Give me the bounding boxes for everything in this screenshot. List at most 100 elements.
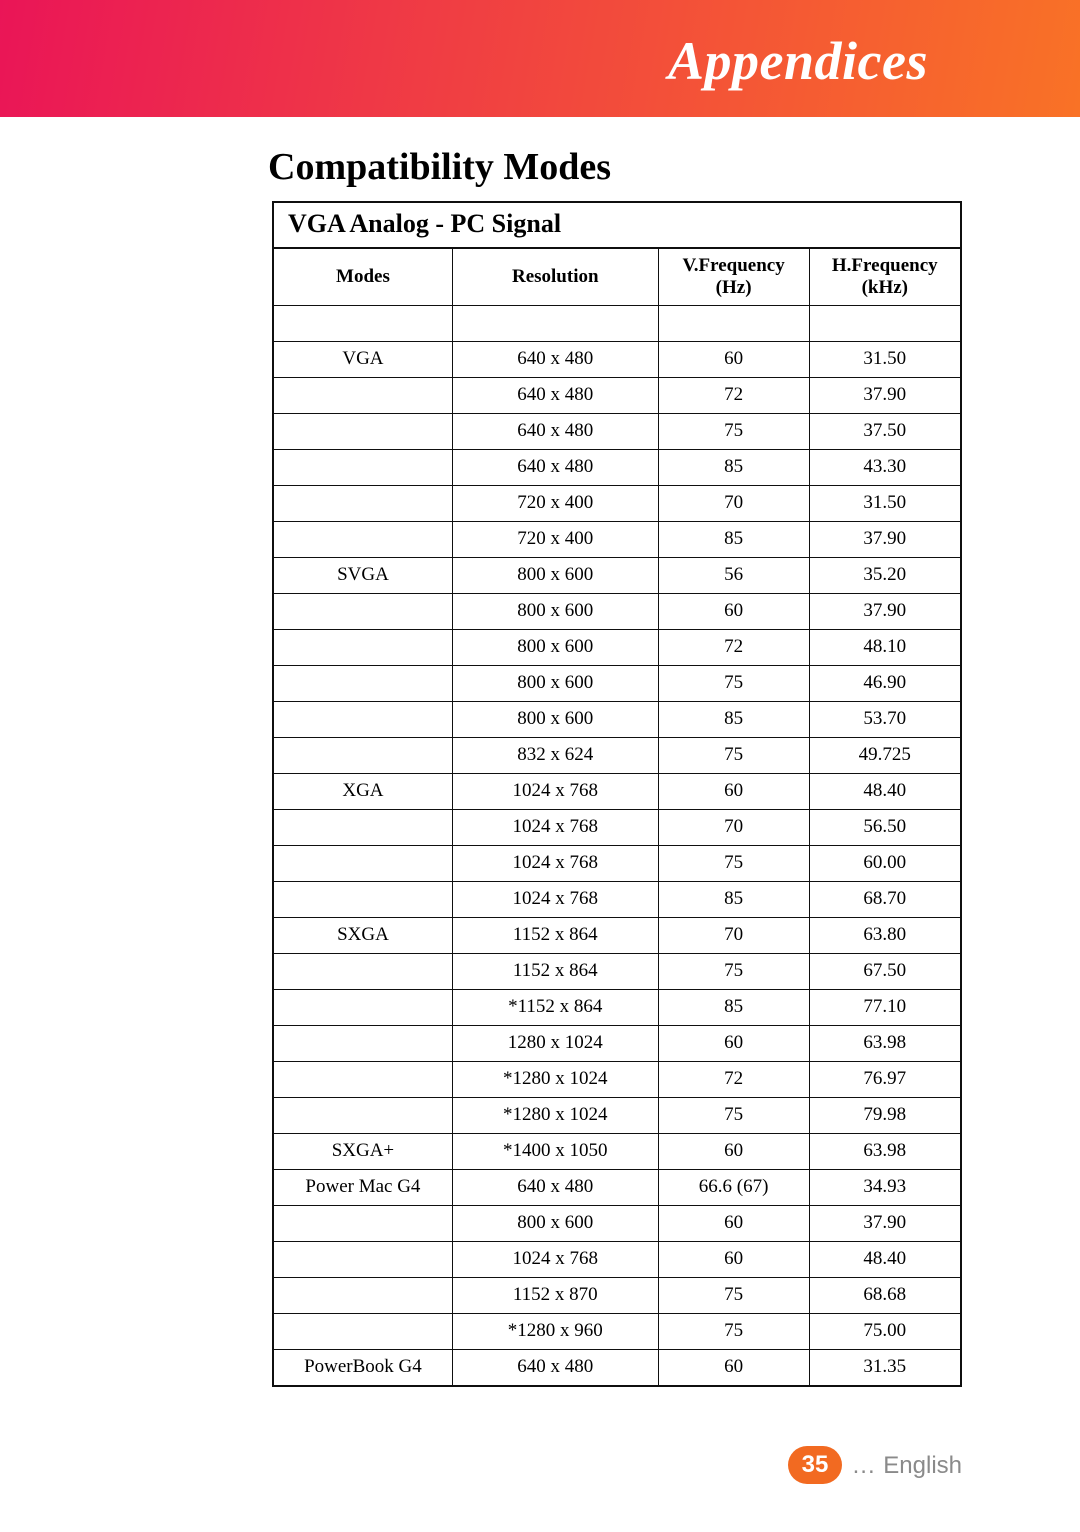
- header-title: Appendices: [668, 30, 928, 92]
- table-cell-hf: 68.68: [809, 1277, 960, 1313]
- table-cell-vf: 75: [658, 737, 809, 773]
- table-cell-mode: [274, 593, 452, 629]
- table-row: *1280 x 9607575.00: [274, 1313, 960, 1349]
- table-row: 720 x 4007031.50: [274, 485, 960, 521]
- table-cell-res: *1280 x 1024: [452, 1061, 658, 1097]
- table-cell-mode: [274, 1205, 452, 1241]
- table-cell-hf: 37.90: [809, 593, 960, 629]
- table-cell-res: *1280 x 960: [452, 1313, 658, 1349]
- table-cell-vf: 75: [658, 1277, 809, 1313]
- table-cell-res: 1024 x 768: [452, 1241, 658, 1277]
- table-row: 640 x 4808543.30: [274, 449, 960, 485]
- table-cell-hf: 34.93: [809, 1169, 960, 1205]
- page-number-badge: 35: [788, 1446, 842, 1484]
- table-row: SXGA+*1400 x 10506063.98: [274, 1133, 960, 1169]
- table-cell-mode: XGA: [274, 773, 452, 809]
- table-cell-hf: 46.90: [809, 665, 960, 701]
- table-cell-mode: [274, 377, 452, 413]
- table-cell-hf: 37.90: [809, 1205, 960, 1241]
- table-cell-vf: 72: [658, 377, 809, 413]
- table-row: 1152 x 8647567.50: [274, 953, 960, 989]
- table-cell-mode: [274, 1313, 452, 1349]
- table-cell-res: 640 x 480: [452, 413, 658, 449]
- table-cell-hf: 56.50: [809, 809, 960, 845]
- table-cell-hf: 37.50: [809, 413, 960, 449]
- table-row: 832 x 6247549.725: [274, 737, 960, 773]
- table-cell-res: *1280 x 1024: [452, 1097, 658, 1133]
- table-cell-res: 1152 x 864: [452, 953, 658, 989]
- table-cell-vf: 70: [658, 809, 809, 845]
- table-header: Modes Resolution V.Frequency (Hz) H.Freq…: [274, 249, 960, 305]
- table-row: 1024 x 7686048.40: [274, 1241, 960, 1277]
- page-footer: 35 ... English: [0, 1440, 1080, 1484]
- table-caption: VGA Analog - PC Signal: [274, 203, 960, 249]
- table-cell-res: 800 x 600: [452, 593, 658, 629]
- table-row: 800 x 6007248.10: [274, 629, 960, 665]
- table-cell-vf: 56: [658, 557, 809, 593]
- table-cell-mode: SVGA: [274, 557, 452, 593]
- table-cell-res: 640 x 480: [452, 341, 658, 377]
- table-cell-vf: 85: [658, 521, 809, 557]
- table-cell-hf: 75.00: [809, 1313, 960, 1349]
- table-cell-res: *1400 x 1050: [452, 1133, 658, 1169]
- table-cell-hf: 43.30: [809, 449, 960, 485]
- table-cell-vf: 70: [658, 917, 809, 953]
- table-cell-vf: 60: [658, 1025, 809, 1061]
- table-row: 800 x 6006037.90: [274, 593, 960, 629]
- table-cell-vf: 60: [658, 1349, 809, 1385]
- table-cell-mode: [274, 737, 452, 773]
- table-cell-mode: SXGA: [274, 917, 452, 953]
- table-row: SVGA800 x 6005635.20: [274, 557, 960, 593]
- table-row: 720 x 4008537.90: [274, 521, 960, 557]
- table-cell-hf: 48.40: [809, 1241, 960, 1277]
- table-cell-mode: [274, 1241, 452, 1277]
- content-area: Compatibility Modes VGA Analog - PC Sign…: [272, 145, 962, 1387]
- table-cell-vf: 75: [658, 1313, 809, 1349]
- table-row: 1280 x 10246063.98: [274, 1025, 960, 1061]
- table-cell-vf: 75: [658, 665, 809, 701]
- table-row: *1280 x 10247276.97: [274, 1061, 960, 1097]
- table-cell-res: 1280 x 1024: [452, 1025, 658, 1061]
- table-cell-hf: 48.10: [809, 629, 960, 665]
- table-cell-mode: [274, 845, 452, 881]
- table-cell-hf: 60.00: [809, 845, 960, 881]
- table-cell-res: 832 x 624: [452, 737, 658, 773]
- table-row: Power Mac G4640 x 48066.6 (67)34.93: [274, 1169, 960, 1205]
- table-cell-vf: 85: [658, 449, 809, 485]
- table-cell-vf: 60: [658, 1133, 809, 1169]
- table-cell-mode: [274, 485, 452, 521]
- table-cell-mode: [274, 413, 452, 449]
- table-cell-mode: [274, 521, 452, 557]
- table-cell-mode: [274, 449, 452, 485]
- table-cell-hf: 35.20: [809, 557, 960, 593]
- table-cell-vf: 75: [658, 845, 809, 881]
- table-cell-vf: 75: [658, 1097, 809, 1133]
- table-cell-vf: 85: [658, 881, 809, 917]
- table-cell-vf: 72: [658, 629, 809, 665]
- table-cell-hf: 77.10: [809, 989, 960, 1025]
- table-cell-mode: [274, 665, 452, 701]
- table-row: 640 x 4807537.50: [274, 413, 960, 449]
- table-row: 1024 x 7687560.00: [274, 845, 960, 881]
- modes-table: Modes Resolution V.Frequency (Hz) H.Freq…: [274, 249, 960, 1385]
- table-cell-res: 640 x 480: [452, 449, 658, 485]
- table-cell-mode: [274, 953, 452, 989]
- table-cell-vf: 75: [658, 413, 809, 449]
- col-header-hfreq-line2: (kHz): [862, 277, 908, 298]
- table-cell-res: 1152 x 864: [452, 917, 658, 953]
- section-title: Compatibility Modes: [268, 145, 962, 189]
- col-header-hfreq: H.Frequency (kHz): [809, 249, 960, 305]
- table-row: 800 x 6007546.90: [274, 665, 960, 701]
- table-row: 1024 x 7687056.50: [274, 809, 960, 845]
- table-row: 640 x 4807237.90: [274, 377, 960, 413]
- col-header-resolution: Resolution: [452, 249, 658, 305]
- table-row: PowerBook G4640 x 4806031.35: [274, 1349, 960, 1385]
- table-cell-hf: 48.40: [809, 773, 960, 809]
- table-cell-res: 800 x 600: [452, 701, 658, 737]
- table-container: VGA Analog - PC Signal Modes Resolution …: [272, 201, 962, 1387]
- table-cell-vf: 72: [658, 1061, 809, 1097]
- header-banner: Appendices: [0, 0, 1080, 117]
- table-cell-vf: 60: [658, 1205, 809, 1241]
- table-cell-mode: [274, 881, 452, 917]
- table-row: 800 x 6006037.90: [274, 1205, 960, 1241]
